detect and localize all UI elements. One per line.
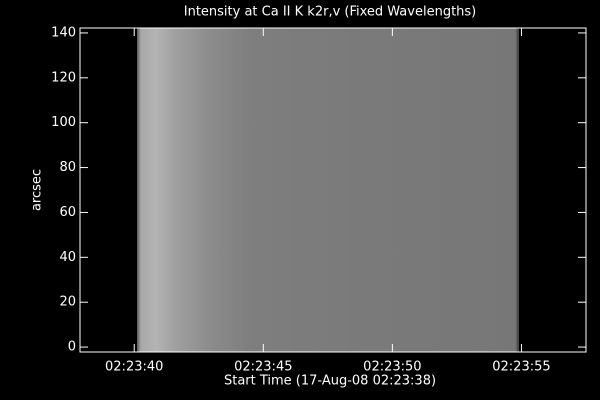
x-axis-label: Start Time (17-Aug-08 02:23:38) xyxy=(224,374,436,389)
x-tick-label: 02:23:55 xyxy=(492,360,550,375)
chart-title: Intensity at Ca II K k2r,v (Fixed Wavele… xyxy=(184,5,477,20)
intensity-image xyxy=(137,28,519,352)
y-tick-label: 60 xyxy=(59,205,76,220)
y-tick-label: 40 xyxy=(59,250,76,265)
y-tick-label: 140 xyxy=(51,25,76,40)
plot-frame xyxy=(79,27,587,353)
x-tick-label: 02:23:40 xyxy=(105,360,163,375)
x-tick-label: 02:23:50 xyxy=(363,360,421,375)
y-tick-label: 120 xyxy=(51,70,76,85)
y-tick-label: 0 xyxy=(68,340,76,355)
x-tick-label: 02:23:45 xyxy=(234,360,292,375)
y-tick-label: 100 xyxy=(51,115,76,130)
y-tick-label: 80 xyxy=(59,160,76,175)
y-tick-label: 20 xyxy=(59,295,76,310)
y-axis-label: arcsec xyxy=(30,169,45,211)
